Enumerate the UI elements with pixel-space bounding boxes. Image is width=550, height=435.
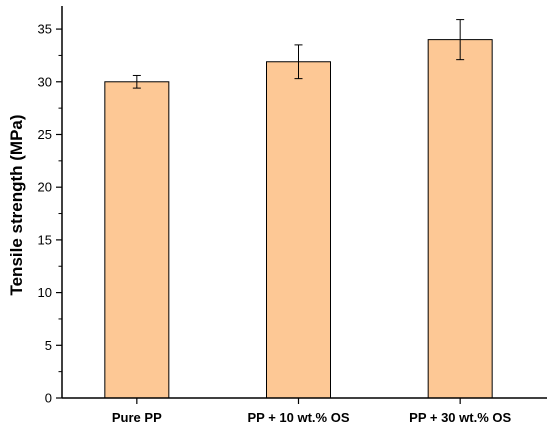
y-tick-label-1: 5 bbox=[45, 338, 52, 353]
x-tick-label-2: PP + 30 wt.% OS bbox=[409, 410, 511, 425]
bar-1 bbox=[266, 61, 331, 399]
y-tick-label-7: 35 bbox=[38, 22, 52, 37]
y-tick-label-5: 25 bbox=[38, 127, 52, 142]
y-tick-label-3: 15 bbox=[38, 232, 52, 247]
y-tick-label-6: 30 bbox=[38, 74, 52, 89]
y-tick-label-4: 20 bbox=[38, 180, 52, 195]
y-tick-label-2: 10 bbox=[38, 285, 52, 300]
x-tick-label-1: PP + 10 wt.% OS bbox=[247, 410, 349, 425]
y-tick-label-0: 0 bbox=[45, 391, 52, 406]
y-axis-title: Tensile strength (MPa) bbox=[7, 114, 26, 295]
bar-2 bbox=[427, 39, 493, 399]
bar-0 bbox=[104, 81, 170, 399]
axes-layer: 0 5 10 15 20 25 30 35 Pure PP PP + 10 wt.% OS PP +… bbox=[38, 6, 547, 425]
x-tick-label-0: Pure PP bbox=[112, 410, 162, 425]
bars-layer bbox=[104, 19, 493, 399]
